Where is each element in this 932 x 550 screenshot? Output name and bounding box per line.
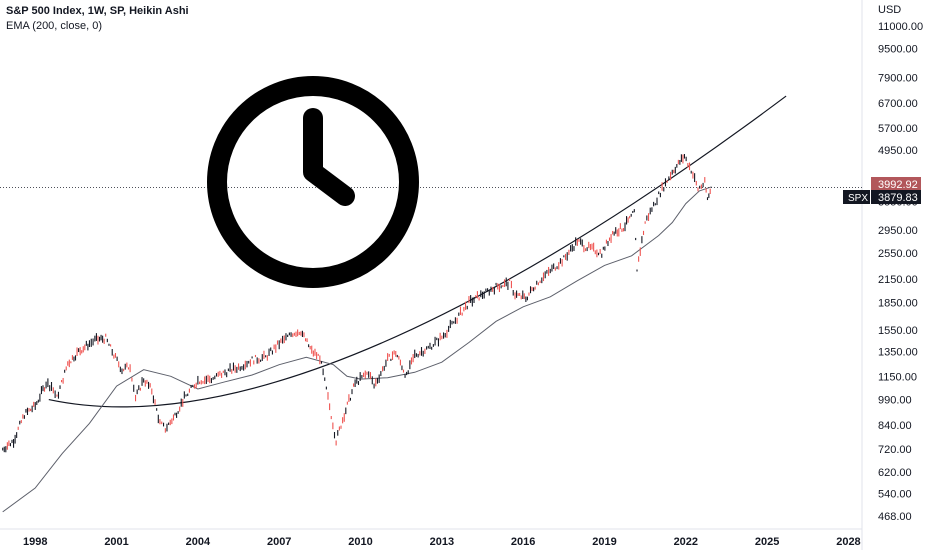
price-tick-label: 1150.00 xyxy=(878,371,917,383)
price-tick-label: 7900.00 xyxy=(878,72,918,84)
price-tick-label: 5700.00 xyxy=(878,123,918,135)
trend-curve[interactable] xyxy=(48,95,787,408)
year-tick-label: 2022 xyxy=(674,536,698,548)
symbol-badge: SPX xyxy=(843,190,870,204)
price-tick-label: 11000.00 xyxy=(878,21,923,33)
time-axis[interactable]: 1998 2001 2004 2007 2010 2013 2016 2019 2022 2025… xyxy=(23,536,861,548)
price-tick-label: 2550.00 xyxy=(878,248,918,260)
price-tick-label: 1550.00 xyxy=(878,325,918,337)
price-tick-label: 1350.00 xyxy=(878,346,918,358)
legend-indicator[interactable]: EMA (200, close, 0) xyxy=(6,20,102,32)
currency-label: USD xyxy=(878,4,901,16)
price-tick-label: 990.00 xyxy=(878,395,912,407)
year-tick-label: 2025 xyxy=(755,536,779,548)
price-tick-label: 468.00 xyxy=(878,511,912,523)
year-tick-label: 2016 xyxy=(511,536,535,548)
last-price-badge: 3992.92 xyxy=(871,177,921,192)
price-series[interactable] xyxy=(2,154,711,453)
current-price-badge: 3879.83 xyxy=(871,190,921,204)
price-tick-label: 9500.00 xyxy=(878,44,918,56)
price-tick-label: 1850.00 xyxy=(878,298,918,310)
price-tick-label: 840.00 xyxy=(878,420,912,432)
price-tick-label: 2150.00 xyxy=(878,274,918,286)
price-tick-label: 2950.00 xyxy=(878,225,918,237)
price-tick-label: 4950.00 xyxy=(878,145,918,157)
ema-line[interactable] xyxy=(2,186,712,513)
plot-area[interactable] xyxy=(0,95,862,513)
current-price-value: 3879.83 xyxy=(878,192,918,204)
year-tick-label: 2004 xyxy=(186,536,211,548)
price-axis[interactable]: 11000.00 9500.00 7900.00 6700.00 5700.00 4950… xyxy=(878,21,923,523)
price-tick-label: 620.00 xyxy=(878,467,912,479)
last-price-value: 3992.92 xyxy=(878,179,918,191)
symbol-value: SPX xyxy=(848,193,868,204)
year-tick-label: 1998 xyxy=(23,536,47,548)
clock-icon xyxy=(207,76,419,288)
year-tick-label: 2028 xyxy=(836,536,860,548)
chart-legend[interactable]: S&P 500 Index, 1W, SP, Heikin Ashi EMA (… xyxy=(6,4,189,34)
year-tick-label: 2010 xyxy=(348,536,372,548)
year-tick-label: 2013 xyxy=(430,536,454,548)
price-tick-label: 540.00 xyxy=(878,489,912,501)
price-tick-label: 6700.00 xyxy=(878,98,918,110)
year-tick-label: 2001 xyxy=(104,536,128,548)
year-tick-label: 2019 xyxy=(592,536,616,548)
year-tick-label: 2007 xyxy=(267,536,291,548)
legend-title[interactable]: S&P 500 Index, 1W, SP, Heikin Ashi xyxy=(6,5,189,17)
price-tick-label: 720.00 xyxy=(878,444,912,456)
